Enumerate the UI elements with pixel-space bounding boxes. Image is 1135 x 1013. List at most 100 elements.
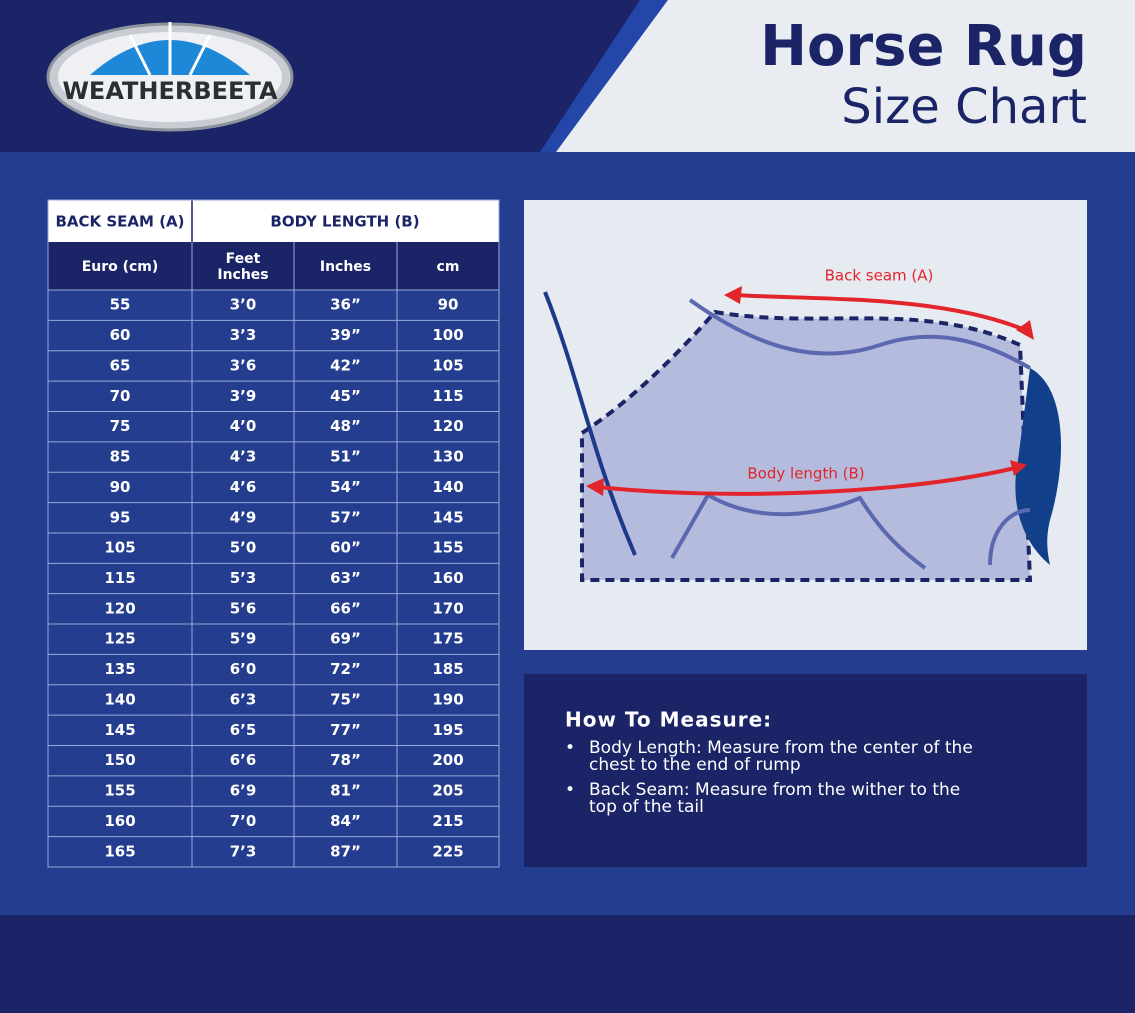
back-seam-label: Back seam (A) — [825, 267, 934, 285]
arrow-head — [1010, 460, 1027, 476]
arrow-head — [586, 478, 604, 496]
table-cell: 3’9 — [230, 387, 257, 405]
table-cell: 3’0 — [230, 296, 257, 314]
group-header: BODY LENGTH (B) — [270, 213, 419, 231]
column-header: Inches — [217, 267, 268, 283]
table-cell: 140 — [104, 690, 135, 708]
footer-band — [0, 915, 1135, 1013]
table-cell: 115 — [104, 569, 135, 587]
table-cell: 3’3 — [230, 326, 257, 344]
table-cell: 6’9 — [230, 782, 257, 800]
table-cell: 6’3 — [230, 690, 257, 708]
instruction-line: Back Seam: Measure from the wither to th… — [589, 780, 960, 800]
table-cell: 150 — [104, 751, 135, 769]
subtitle: Size Chart — [841, 79, 1087, 135]
instructions-panel — [524, 674, 1087, 867]
table-cell: 4’0 — [230, 417, 257, 435]
column-header: Euro (cm) — [82, 259, 159, 275]
table-cell: 55 — [110, 296, 131, 314]
table-cell: 205 — [432, 782, 463, 800]
table-border — [47, 199, 500, 868]
table-cell: 200 — [432, 751, 463, 769]
table-cell: 215 — [432, 812, 463, 830]
table-cell: 120 — [104, 599, 135, 617]
table-cell: 65 — [110, 356, 131, 374]
table-cell: 120 — [432, 417, 463, 435]
table-cell: 7’0 — [230, 812, 257, 830]
table-cell: 51” — [330, 448, 361, 466]
instruction-line: Body Length: Measure from the center of … — [589, 738, 973, 758]
table-cell: 39” — [330, 326, 361, 344]
table-cell: 5’3 — [230, 569, 257, 587]
table-cell: 145 — [432, 508, 463, 526]
instruction-line: top of the tail — [589, 797, 704, 817]
header-light — [556, 0, 1135, 152]
table-cell: 54” — [330, 478, 361, 496]
table-cell: 4’6 — [230, 478, 257, 496]
table-cell: 115 — [432, 387, 463, 405]
body-length-arrow — [597, 466, 1016, 496]
table-cell: 130 — [432, 448, 463, 466]
table-cell: 95 — [110, 508, 131, 526]
table-cell: 6’6 — [230, 751, 257, 769]
table-cell: 6’0 — [230, 660, 257, 678]
horse-back — [688, 298, 1031, 370]
table-cell: 70 — [110, 387, 131, 405]
logo-inner — [58, 32, 282, 122]
table-cell: 4’9 — [230, 508, 257, 526]
column-header: Feet — [226, 251, 261, 267]
table-cell: 125 — [104, 630, 135, 648]
instructions-title: How To Measure: — [565, 708, 772, 732]
table-cell: 155 — [432, 539, 463, 557]
table-cell: 225 — [432, 842, 463, 860]
table-cell: 81” — [330, 782, 361, 800]
table-cell: 155 — [104, 782, 135, 800]
table-cell: 75” — [330, 690, 361, 708]
table-cell: 195 — [432, 721, 463, 739]
table-cell: 190 — [432, 690, 463, 708]
table-cell: 77” — [330, 721, 361, 739]
logo-ribs — [128, 22, 212, 76]
table-cell: 78” — [330, 751, 361, 769]
table-cell: 5’9 — [230, 630, 257, 648]
brand: WEATHERBEETA — [62, 77, 278, 105]
table-cell: 48” — [330, 417, 361, 435]
table-cell: 135 — [104, 660, 135, 678]
table-cell: 185 — [432, 660, 463, 678]
table-cell: 160 — [104, 812, 135, 830]
arrow-head — [1016, 320, 1034, 340]
table-cell: 63” — [330, 569, 361, 587]
table-cell: 85 — [110, 448, 131, 466]
table-cell: 175 — [432, 630, 463, 648]
table-cell: 145 — [104, 721, 135, 739]
table-cell: 60” — [330, 539, 361, 557]
back-seam-arrow — [734, 293, 1026, 332]
table-cell: 5’6 — [230, 599, 257, 617]
body-length-label: Body length (B) — [747, 465, 864, 483]
table-cell: 72” — [330, 660, 361, 678]
instructions-list: • Body Length: Measure from the center of… — [565, 738, 973, 817]
group-header-row — [48, 200, 499, 242]
table-cell: 165 — [104, 842, 135, 860]
horse-tail — [1015, 368, 1062, 565]
column-header-row — [48, 242, 499, 290]
horse-neck — [543, 291, 637, 556]
table-cell: 5’0 — [230, 539, 257, 557]
table-cell: 7’3 — [230, 842, 257, 860]
table-cell: 69” — [330, 630, 361, 648]
table-cell: 45” — [330, 387, 361, 405]
table-cell: 90 — [110, 478, 131, 496]
table-cell: 42” — [330, 356, 361, 374]
instruction-line: chest to the end of rump — [589, 755, 801, 775]
table-cell: 4’3 — [230, 448, 257, 466]
table-cell: 105 — [432, 356, 463, 374]
table-cell: 84” — [330, 812, 361, 830]
table-cell: 66” — [330, 599, 361, 617]
horse-legs — [670, 492, 1031, 570]
table-cell: 3’6 — [230, 356, 257, 374]
table-cell: 160 — [432, 569, 463, 587]
table-cell: 170 — [432, 599, 463, 617]
arrow-head — [724, 286, 742, 304]
